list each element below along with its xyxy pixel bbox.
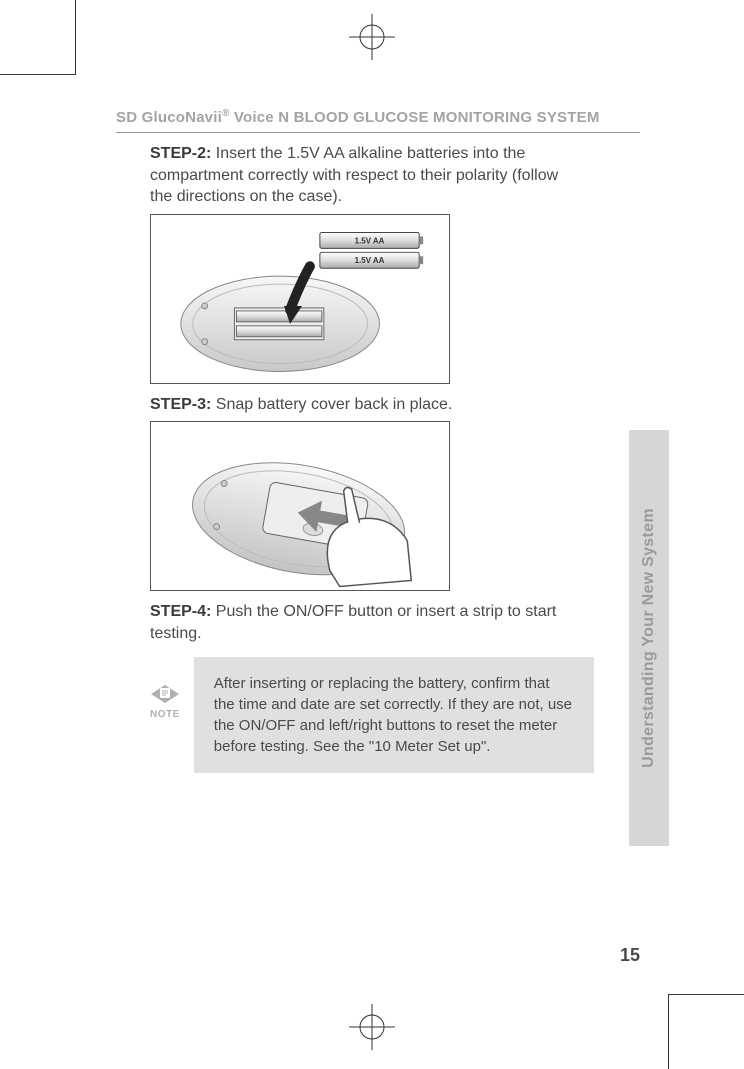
note-icon-label: NOTE (150, 709, 180, 720)
step-label: STEP-2: (150, 145, 211, 162)
battery-label: 1.5V AA (355, 236, 385, 245)
header-brand: SD GlucoNavii (116, 109, 222, 126)
step-label: STEP-4: (150, 603, 211, 620)
note-text: After inserting or replacing the battery… (194, 657, 594, 773)
step-body: Snap battery cover back in place. (211, 396, 452, 413)
crop-mark (0, 74, 75, 75)
figure-step-3 (150, 421, 450, 591)
header-product: Voice N BLOOD GLUCOSE MONITORING SYSTEM (230, 109, 600, 126)
step-4-text: STEP-4: Push the ON/OFF button or insert… (150, 601, 570, 644)
figure-step-2: 1.5V AA 1.5V AA (150, 214, 450, 384)
battery-label: 1.5V AA (355, 256, 385, 265)
crop-mark (669, 994, 744, 995)
step-body: Insert the 1.5V AA alkaline batteries in… (150, 145, 558, 205)
section-tab-label: Understanding Your New System (640, 508, 658, 768)
page-header: SD GlucoNavii® Voice N BLOOD GLUCOSE MON… (116, 108, 640, 133)
note-icon: NOTE (150, 685, 180, 720)
page-content: SD GlucoNavii® Voice N BLOOD GLUCOSE MON… (116, 108, 640, 773)
note-block: NOTE After inserting or replacing the ba… (150, 657, 640, 773)
step-label: STEP-3: (150, 396, 211, 413)
registration-mark-icon (349, 14, 395, 65)
header-reg: ® (222, 108, 230, 119)
step-3-text: STEP-3: Snap battery cover back in place… (150, 394, 570, 416)
crop-mark (668, 994, 669, 1069)
step-2-text: STEP-2: Insert the 1.5V AA alkaline batt… (150, 143, 570, 208)
crop-mark (75, 0, 76, 75)
step-body: Push the ON/OFF button or insert a strip… (150, 603, 556, 642)
registration-mark-icon (349, 1004, 395, 1055)
page-number: 15 (620, 945, 640, 966)
